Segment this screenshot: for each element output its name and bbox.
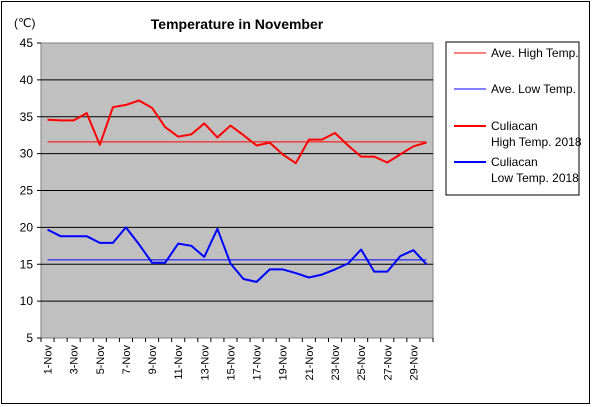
x-tick-label: 3-Nov	[69, 345, 81, 375]
y-tick-label: 10	[20, 294, 34, 308]
series-line	[47, 99, 427, 165]
y-tick-label: 15	[20, 257, 34, 271]
x-tick-label: 13-Nov	[199, 345, 211, 381]
y-tick-label: 35	[20, 110, 34, 124]
x-tick-label: 27-Nov	[382, 345, 394, 381]
series-line	[47, 226, 428, 283]
y-tick-label: 20	[20, 220, 34, 234]
y-tick-label: 30	[20, 147, 34, 161]
x-tick-label: 5-Nov	[95, 345, 107, 375]
x-tick-label: 25-Nov	[356, 345, 368, 381]
chart-title: Temperature in November	[151, 16, 324, 32]
x-tick-label: 17-Nov	[252, 345, 264, 381]
x-tick-label: 11-Nov	[173, 345, 185, 380]
y-tick-label: 45	[20, 36, 34, 50]
series-lines	[47, 99, 428, 283]
y-axis-ticks: 5 10 15 20 25 30 35 40 45	[20, 36, 41, 345]
y-tick-label: 25	[20, 184, 34, 198]
x-tick-label: 23-Nov	[330, 345, 342, 381]
y-tick-label: 5	[26, 331, 33, 345]
x-axis-ticks: 1-Nov 3-Nov 5-Nov 7-Nov 9-Nov 11-Nov 13-Nov 15-…	[40, 338, 434, 381]
y-unit-label: (℃)	[14, 16, 35, 30]
x-tick-label: 21-Nov	[304, 345, 316, 381]
legend-label: High Temp. 2018	[491, 135, 582, 149]
legend-label: Ave. Low Temp.	[491, 82, 576, 96]
y-tick-label: 40	[20, 73, 34, 87]
x-tick-label: 29-Nov	[408, 345, 420, 381]
legend-item-4: Culiacan Low Temp. 2018	[454, 155, 579, 185]
series-3	[47, 99, 427, 165]
gridlines	[41, 79, 433, 302]
x-tick-label: 7-Nov	[121, 345, 133, 375]
legend-label: Ave. High Temp.	[491, 46, 579, 60]
series-4	[47, 226, 428, 283]
x-tick-label: 1-Nov	[43, 345, 55, 375]
legend-entries: Ave. High Temp. Ave. Low Temp. Culiacan Hig…	[454, 46, 582, 185]
x-tick-label: 15-Nov	[225, 345, 237, 381]
legend-label: Culiacan	[491, 119, 538, 133]
legend	[445, 41, 580, 196]
legend-label: Low Temp. 2018	[491, 171, 579, 185]
x-tick-label: 19-Nov	[278, 345, 290, 381]
legend-label: Culiacan	[491, 155, 538, 169]
legend-item-1: Ave. High Temp.	[454, 46, 579, 60]
legend-item-2: Ave. Low Temp.	[454, 82, 576, 96]
x-tick-label: 9-Nov	[147, 345, 159, 375]
legend-item-3: Culiacan High Temp. 2018	[454, 119, 582, 149]
